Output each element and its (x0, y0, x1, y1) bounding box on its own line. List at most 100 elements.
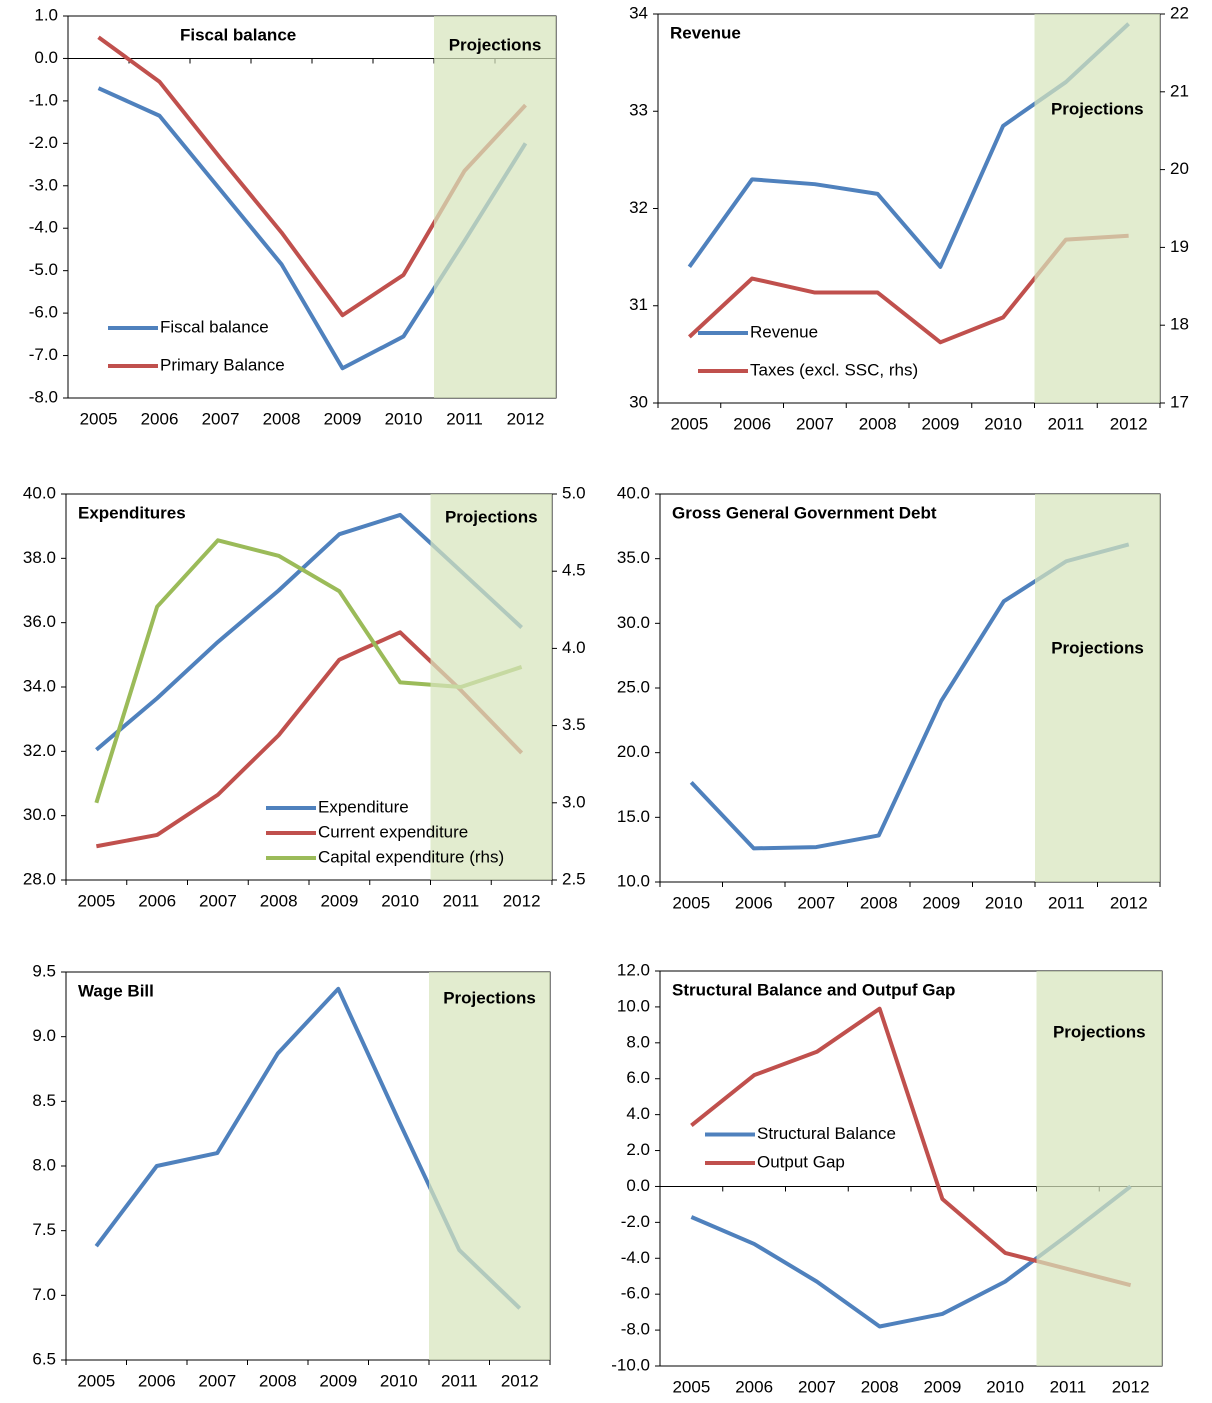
y2-tick-label: 17 (1170, 392, 1189, 411)
x-tick-label: 2007 (198, 1371, 236, 1390)
y-tick-label: -5.0 (29, 260, 58, 279)
legend-label: Taxes (excl. SSC, rhs) (750, 360, 918, 379)
x-tick-label: 2010 (985, 893, 1023, 912)
x-tick-label: 2009 (921, 414, 959, 433)
x-tick-label: 2005 (672, 1377, 710, 1396)
y-tick-label: 40.0 (23, 483, 56, 502)
chart-title: Expenditures (78, 503, 186, 522)
x-tick-label: 2008 (860, 893, 898, 912)
x-tick-label: 2006 (138, 891, 176, 910)
x-tick-label: 2008 (263, 409, 301, 428)
y2-tick-label: 21 (1170, 81, 1189, 100)
x-tick-label: 2005 (672, 893, 710, 912)
y2-tick-label: 3.0 (562, 792, 586, 811)
y-tick-label: 20.0 (617, 742, 650, 761)
x-tick-label: 2006 (138, 1371, 176, 1390)
y2-tick-label: 4.0 (562, 638, 586, 657)
x-tick-label: 2012 (1110, 414, 1148, 433)
y-tick-label: -8.0 (29, 387, 58, 406)
y-tick-label: 15.0 (617, 807, 650, 826)
y-tick-label: 1.0 (34, 5, 58, 24)
y-tick-label: -3.0 (29, 175, 58, 194)
annotation: Projections (1051, 99, 1144, 118)
y-tick-label: 8.0 (32, 1155, 56, 1174)
projection-shade (1035, 494, 1160, 882)
annotation: Projections (1051, 638, 1144, 657)
chart-title: Fiscal balance (180, 25, 296, 44)
x-tick-label: 2006 (141, 409, 179, 428)
y2-tick-label: 19 (1170, 237, 1189, 256)
y-tick-label: 10.0 (617, 871, 650, 890)
y-tick-label: -10.0 (611, 1355, 650, 1374)
y-tick-label: 30.0 (617, 613, 650, 632)
y-tick-label: 8.5 (32, 1091, 56, 1110)
annotation: Projections (445, 507, 538, 526)
x-tick-label: 2008 (861, 1377, 899, 1396)
legend-label: Revenue (750, 322, 818, 341)
annotation: Projections (449, 35, 542, 54)
x-tick-label: 2007 (798, 1377, 836, 1396)
x-tick-label: 2012 (501, 1371, 539, 1390)
annotation: Projections (1053, 1022, 1146, 1041)
x-tick-label: 2006 (735, 1377, 773, 1396)
y2-tick-label: 20 (1170, 159, 1189, 178)
x-tick-label: 2007 (797, 893, 835, 912)
projection-shade (434, 16, 556, 398)
x-tick-label: 2010 (984, 414, 1022, 433)
projection-shade (1034, 14, 1160, 403)
x-tick-label: 2007 (796, 414, 834, 433)
legend-label: Structural Balance (757, 1124, 896, 1143)
y-tick-label: 25.0 (617, 677, 650, 696)
y-tick-label: -8.0 (621, 1320, 650, 1339)
chart-title: Gross General Government Debt (672, 503, 937, 522)
x-tick-label: 2011 (1048, 414, 1085, 433)
x-tick-label: 2011 (1048, 893, 1085, 912)
y-tick-label: -2.0 (621, 1212, 650, 1231)
x-tick-label: 2010 (986, 1377, 1024, 1396)
y-tick-label: 2.0 (626, 1140, 650, 1159)
y-tick-label: 12.0 (617, 960, 650, 979)
projection-shade (429, 972, 550, 1360)
y-tick-label: 6.5 (32, 1349, 56, 1368)
y-tick-label: -4.0 (29, 218, 58, 237)
y2-tick-label: 4.5 (562, 561, 586, 580)
y-tick-label: 36.0 (23, 612, 56, 631)
y-tick-label: -6.0 (621, 1284, 650, 1303)
y-tick-label: 32 (629, 198, 648, 217)
y-tick-label: -6.0 (29, 303, 58, 322)
x-tick-label: 2012 (507, 409, 545, 428)
y-tick-label: 8.0 (626, 1032, 650, 1051)
y-tick-label: 6.0 (626, 1068, 650, 1087)
annotation: Projections (443, 988, 536, 1007)
y-tick-label: 28.0 (23, 869, 56, 888)
legend-label: Current expenditure (318, 822, 468, 841)
y-tick-label: 32.0 (23, 741, 56, 760)
x-tick-label: 2007 (199, 891, 237, 910)
x-tick-label: 2006 (733, 414, 771, 433)
x-tick-label: 2011 (446, 409, 483, 428)
x-tick-label: 2012 (1110, 893, 1148, 912)
y-tick-label: 0.0 (34, 48, 58, 67)
legend-label: Primary Balance (160, 355, 285, 374)
x-tick-label: 2012 (503, 891, 541, 910)
x-tick-label: 2008 (260, 891, 298, 910)
x-tick-label: 2008 (859, 414, 897, 433)
y-tick-label: 9.5 (32, 961, 56, 980)
x-tick-label: 2009 (320, 891, 358, 910)
x-tick-label: 2005 (80, 409, 118, 428)
legend-label: Expenditure (318, 797, 409, 816)
chart-title: Revenue (670, 23, 741, 42)
x-tick-label: 2010 (380, 1371, 418, 1390)
y-tick-label: -1.0 (29, 90, 58, 109)
legend-label: Capital expenditure (rhs) (318, 847, 504, 866)
x-tick-label: 2011 (443, 891, 480, 910)
y-tick-label: 38.0 (23, 548, 56, 567)
legend-label: Fiscal balance (160, 317, 269, 336)
x-tick-label: 2005 (77, 891, 115, 910)
y-tick-label: -2.0 (29, 133, 58, 152)
x-tick-label: 2011 (1050, 1377, 1087, 1396)
x-tick-label: 2005 (670, 414, 708, 433)
projection-shade (1036, 971, 1162, 1366)
